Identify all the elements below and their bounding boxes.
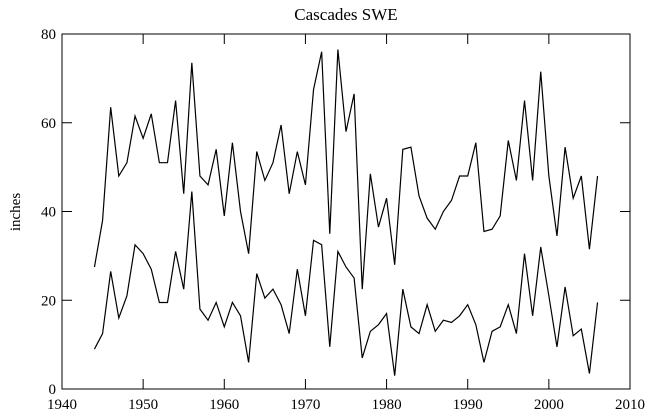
y-tick-label: 40 (41, 205, 56, 221)
y-axis-label: inches (8, 193, 24, 231)
x-tick-label: 1960 (209, 397, 239, 413)
series-line (93, 191, 599, 376)
x-tick-label: 1970 (290, 397, 320, 413)
x-tick-label: 1990 (453, 397, 483, 413)
y-tick-label: 60 (41, 116, 56, 132)
y-tick-label: 80 (41, 27, 56, 43)
y-tick-label: 20 (41, 293, 56, 309)
chart-title: Cascades SWE (294, 5, 397, 24)
series-line (93, 49, 599, 290)
x-tick-label: 1940 (47, 397, 77, 413)
y-tick-label: 0 (49, 382, 57, 398)
x-tick-label: 1980 (372, 397, 402, 413)
x-tick-label: 2000 (534, 397, 564, 413)
x-tick-label: 1950 (128, 397, 158, 413)
x-tick-label: 2010 (615, 397, 645, 413)
plot-frame (61, 33, 631, 390)
